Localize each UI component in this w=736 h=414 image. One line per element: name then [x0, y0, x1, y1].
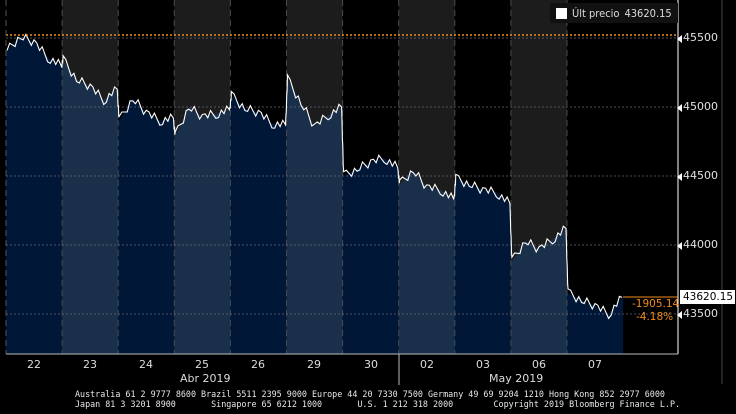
month-label-apr: Abr 2019 [180, 372, 231, 385]
x-tick-24: 24 [139, 358, 153, 371]
y-tick-44000: 44000 [677, 238, 718, 251]
x-tick-06: 06 [532, 358, 546, 371]
change-absolute: -1905.14 [632, 298, 680, 310]
month-label-may: May 2019 [489, 372, 544, 385]
change-percent: -4.18% [636, 311, 674, 323]
x-tick-30: 30 [364, 358, 378, 371]
x-tick-26: 26 [251, 358, 265, 371]
last-price-tag: 43620.15 [680, 290, 736, 304]
y-tick-45500: 45500 [677, 31, 718, 44]
legend-value: 43620.15 [624, 6, 672, 20]
price-area [6, 36, 624, 355]
legend[interactable]: Últ precio 43620.15 [550, 3, 678, 23]
y-tick-45000: 45000 [677, 100, 718, 113]
legend-label: Últ precio [572, 6, 620, 20]
x-tick-22: 22 [27, 358, 41, 371]
footer-contacts-line1: Australia 61 2 9777 8600 Brazil 5511 239… [75, 389, 665, 399]
legend-swatch-icon [556, 7, 567, 19]
x-tick-03: 03 [476, 358, 490, 371]
x-tick-07: 07 [588, 358, 602, 371]
y-tick-44500: 44500 [677, 169, 718, 182]
x-tick-25: 25 [195, 358, 209, 371]
x-tick-29: 29 [307, 358, 321, 371]
y-tick-43500: 43500 [677, 307, 718, 320]
x-tick-02: 02 [420, 358, 434, 371]
price-line [6, 33, 623, 320]
footer-contacts-line2: Japan 81 3 3201 8900 Singapore 65 6212 1… [75, 399, 681, 409]
x-tick-23: 23 [83, 358, 97, 371]
